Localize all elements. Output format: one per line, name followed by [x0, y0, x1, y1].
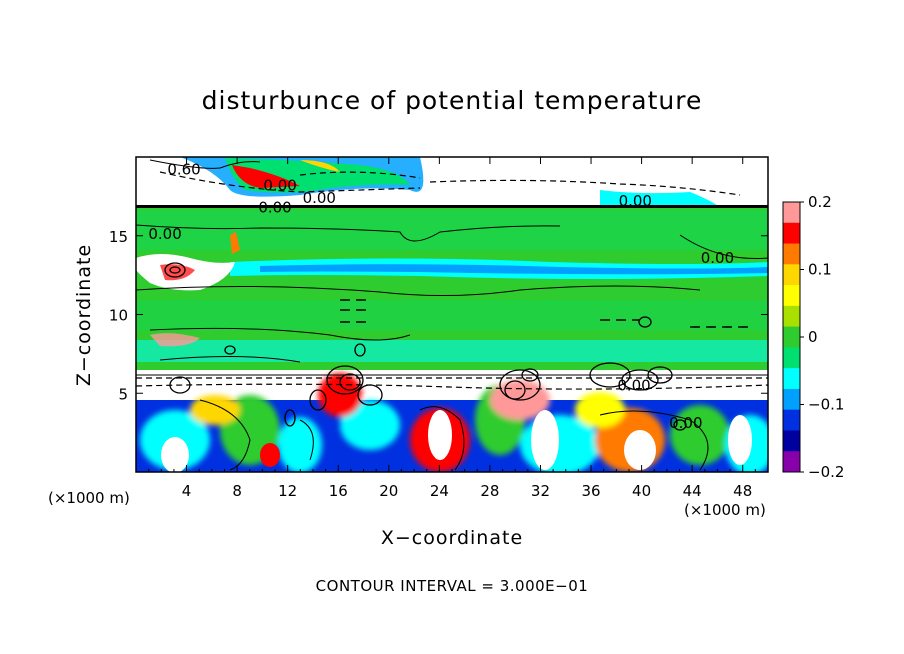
- x-unit-label-left: (×1000 m): [48, 489, 130, 507]
- contour-label: 0.00: [148, 225, 181, 243]
- colorbar-swatch: [783, 202, 800, 224]
- contour-interval-note: CONTOUR INTERVAL = 3.000E−01: [315, 577, 589, 595]
- colorbar-swatch: [783, 243, 800, 265]
- contour-label: 0.00: [669, 414, 702, 432]
- contour-label: 0.00: [617, 376, 650, 394]
- y-tick-label: 5: [118, 385, 128, 403]
- contour-label: 0.00: [619, 192, 652, 210]
- x-tick-label: 48: [733, 482, 752, 500]
- x-tick-label: 4: [182, 482, 192, 500]
- colorbar-tick-label: −0.2: [808, 463, 844, 481]
- x-tick-label: 24: [430, 482, 449, 500]
- x-tick-label: 12: [278, 482, 297, 500]
- x-tick-label: 28: [480, 482, 499, 500]
- colorbar-tick-label: 0: [808, 328, 818, 346]
- contour-label: 0.00: [263, 176, 296, 194]
- x-tick-label: 40: [632, 482, 651, 500]
- x-tick-label: 32: [531, 482, 550, 500]
- colorbar-swatch: [783, 326, 800, 348]
- y-tick-label: 10: [109, 307, 128, 325]
- x-tick-label: 20: [379, 482, 398, 500]
- contour-label: 0.00: [701, 249, 734, 267]
- colorbar-swatch: [783, 451, 800, 473]
- colorbar-swatch: [783, 430, 800, 452]
- contour-label: 0.60: [167, 161, 200, 179]
- x-unit-label-right: (×1000 m): [684, 501, 766, 519]
- colorbar-swatch: [783, 388, 800, 411]
- colorbar-swatch: [783, 285, 800, 307]
- contour-label: 0.00: [303, 189, 336, 207]
- colorbar-swatch: [783, 305, 800, 328]
- colorbar-swatch: [783, 409, 800, 431]
- x-tick-label: 16: [329, 482, 348, 500]
- x-tick-label: 44: [683, 482, 702, 500]
- colorbar-swatch: [783, 368, 800, 390]
- y-tick-label: 15: [109, 228, 128, 246]
- x-tick-label: 8: [232, 482, 242, 500]
- colorbar-swatch: [783, 264, 800, 286]
- chart-title: disturbunce of potential temperature: [201, 86, 703, 115]
- colorbar-swatch: [783, 222, 800, 245]
- colorbar-tick-label: 0.1: [808, 261, 832, 279]
- colorbar-tick-label: −0.1: [808, 396, 844, 414]
- x-axis-label: X−coordinate: [380, 527, 524, 549]
- colorbar-tick-label: 0.2: [808, 193, 832, 211]
- colorbar-swatch: [783, 347, 800, 369]
- contour-label: 0.00: [258, 198, 291, 216]
- heatmap-field: [136, 157, 768, 472]
- x-tick-label: 36: [581, 482, 600, 500]
